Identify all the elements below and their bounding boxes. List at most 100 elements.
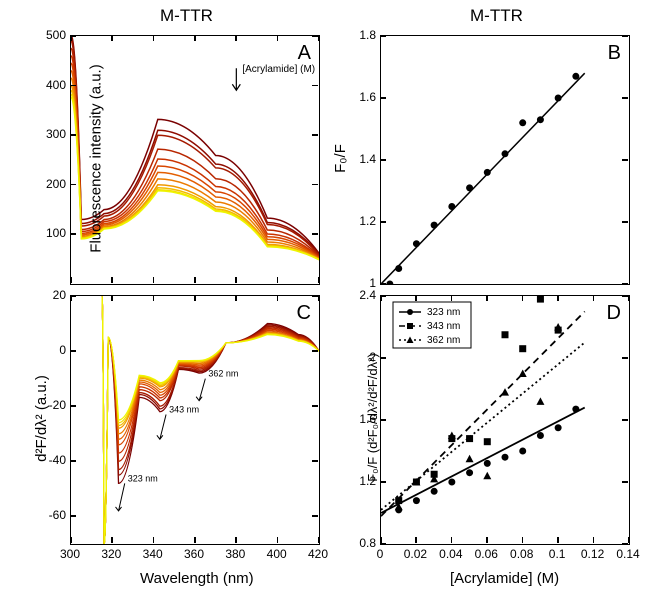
tick: [557, 295, 559, 301]
legend: 323 nm343 nm362 nm: [393, 302, 471, 348]
tick-label: 1.4: [348, 152, 376, 166]
data-point-323: [413, 497, 420, 504]
tick: [70, 515, 76, 517]
data-point: [431, 222, 438, 229]
tick: [380, 35, 386, 37]
panel-a-ylabel: Fluorescence intensity (a.u.): [88, 64, 105, 252]
annotation-label: 343 nm: [169, 404, 199, 414]
tick-label: 1.2: [348, 474, 376, 488]
concentration-arrow-label: [Acrylamide] (M): [242, 64, 315, 75]
data-point-343: [484, 438, 491, 445]
tick: [153, 35, 155, 41]
panel-b: B: [380, 35, 630, 285]
tick-label: 500: [38, 28, 66, 42]
tick: [380, 419, 386, 421]
tick: [70, 134, 76, 136]
tick: [622, 97, 628, 99]
tick: [312, 184, 318, 186]
tick: [415, 295, 417, 301]
data-point: [519, 119, 526, 126]
tick: [312, 405, 318, 407]
data-point-323: [537, 432, 544, 439]
panel-c-xlabel: Wavelength (nm): [140, 570, 254, 587]
data-point: [386, 281, 393, 285]
tick: [593, 537, 595, 543]
tick-label: 0.14: [616, 547, 639, 561]
tick-label: 300: [38, 127, 66, 141]
tick: [235, 537, 237, 543]
tick: [312, 515, 318, 517]
tick-label: 100: [38, 226, 66, 240]
data-point-323: [572, 406, 579, 413]
tick: [70, 233, 76, 235]
panel-b-label: B: [608, 42, 621, 65]
tick: [622, 481, 628, 483]
annotation-label: 323 nm: [128, 473, 158, 483]
tick-label: 1.6: [348, 90, 376, 104]
tick: [522, 537, 524, 543]
tick: [194, 277, 196, 283]
data-point: [466, 184, 473, 191]
data-point-323: [519, 448, 526, 455]
tick-label: 0.02: [404, 547, 427, 561]
spectrum-curve: [71, 71, 319, 258]
fit-line-323: [381, 408, 585, 513]
fit-line: [381, 73, 585, 284]
data-point: [537, 116, 544, 123]
data-point-343: [519, 345, 526, 352]
tick: [622, 419, 628, 421]
tick-label: 2: [348, 350, 376, 364]
tick: [318, 295, 320, 301]
tick: [557, 537, 559, 543]
tick: [628, 537, 630, 543]
tick-label: 0: [38, 343, 66, 357]
tick: [318, 35, 320, 41]
tick: [622, 357, 628, 359]
tick-label: 200: [38, 177, 66, 191]
tick: [380, 537, 382, 543]
annotation-arrow-icon: [157, 414, 166, 439]
data-point-343: [502, 331, 509, 338]
panel-d-xlabel: [Acrylamide] (M): [450, 570, 559, 587]
data-point-323: [555, 424, 562, 431]
tick: [312, 134, 318, 136]
tick: [70, 460, 76, 462]
svg-text:323 nm: 323 nm: [427, 307, 460, 318]
data-point: [484, 169, 491, 176]
figure-root: M-TTR M-TTR [Acrylamide] (M) A Fluoresce…: [0, 0, 658, 604]
tick-label: 360: [184, 547, 204, 561]
tick: [70, 537, 72, 543]
data-point-362: [466, 455, 474, 463]
tick: [111, 35, 113, 41]
tick: [318, 537, 320, 543]
tick: [194, 35, 196, 41]
tick-label: 0.08: [510, 547, 533, 561]
tick: [312, 85, 318, 87]
tick-label: 2.4: [348, 288, 376, 302]
tick-label: 300: [60, 547, 80, 561]
tick-label: -60: [38, 508, 66, 522]
tick: [70, 35, 72, 41]
tick: [70, 184, 76, 186]
data-point-323: [431, 488, 438, 495]
title-left: M-TTR: [160, 6, 213, 26]
tick: [70, 295, 72, 301]
tick: [486, 537, 488, 543]
data-point-323: [502, 454, 509, 461]
tick: [380, 97, 386, 99]
tick: [277, 277, 279, 283]
tick: [153, 277, 155, 283]
panel-b-plot: [381, 36, 629, 284]
panel-c-label: C: [297, 302, 311, 325]
data-point: [502, 150, 509, 157]
tick: [380, 221, 386, 223]
tick: [380, 283, 386, 285]
tick-label: 0.8: [348, 536, 376, 550]
annotation-arrow-icon: [116, 483, 125, 511]
tick-label: 0.1: [549, 547, 566, 561]
tick-label: 420: [308, 547, 328, 561]
data-point-362: [536, 397, 544, 405]
tick: [622, 283, 628, 285]
tick: [235, 35, 237, 41]
tick: [622, 221, 628, 223]
